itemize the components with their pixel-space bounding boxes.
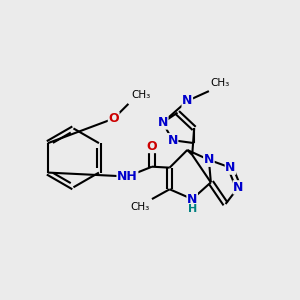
Text: N: N xyxy=(225,161,236,174)
Text: CH₃: CH₃ xyxy=(131,202,150,212)
Text: CH₃: CH₃ xyxy=(131,90,151,100)
Text: H: H xyxy=(188,204,197,214)
Text: N: N xyxy=(233,181,244,194)
Text: CH₃: CH₃ xyxy=(211,78,230,88)
Text: N: N xyxy=(204,153,214,166)
Text: N: N xyxy=(187,193,197,206)
Text: N: N xyxy=(182,94,193,107)
Text: N: N xyxy=(158,116,168,129)
Text: N: N xyxy=(167,134,178,147)
Text: O: O xyxy=(147,140,157,153)
Text: NH: NH xyxy=(117,170,138,183)
Text: O: O xyxy=(108,112,119,125)
